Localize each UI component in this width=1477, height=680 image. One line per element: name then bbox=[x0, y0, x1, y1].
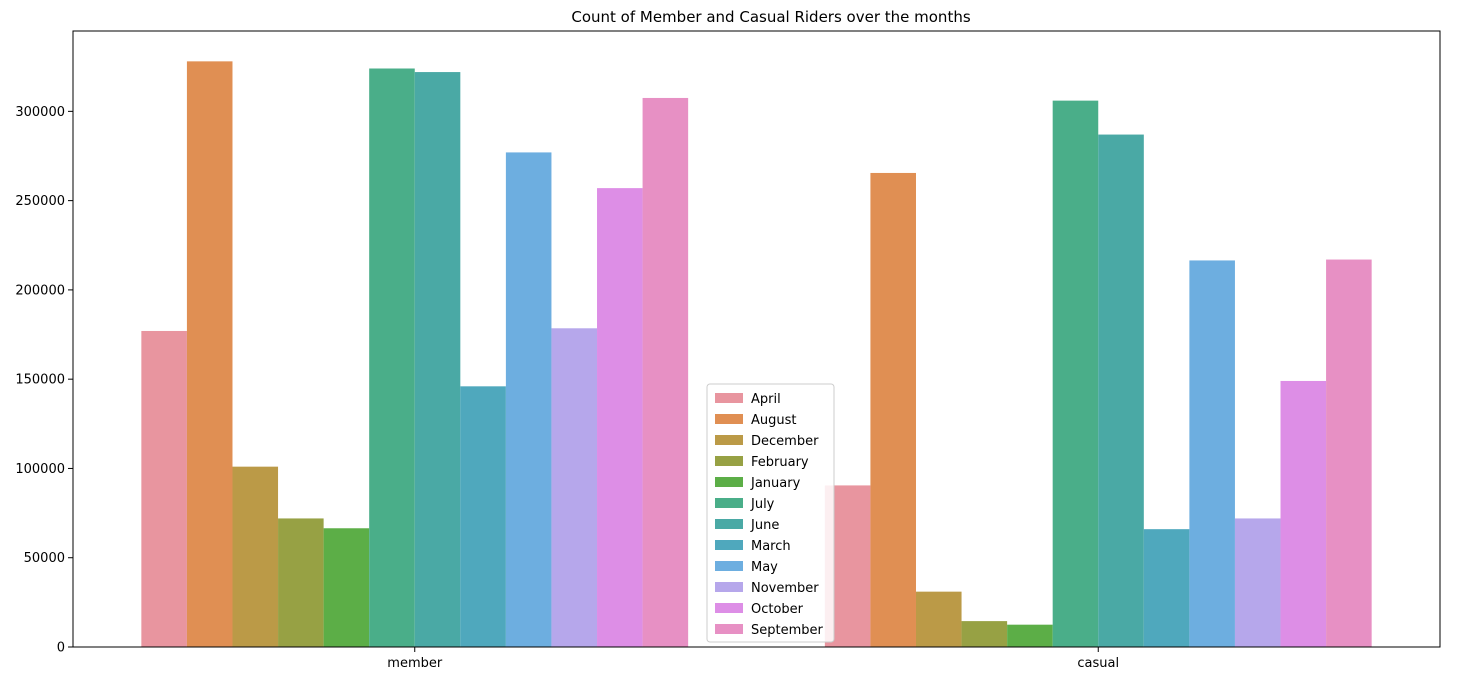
y-tick-label: 300000 bbox=[15, 105, 65, 120]
legend-label-december: December bbox=[751, 434, 819, 449]
y-tick-label: 250000 bbox=[15, 194, 65, 209]
legend-label-november: November bbox=[751, 581, 819, 596]
bar-august-casual bbox=[870, 172, 916, 647]
bar-december-member bbox=[232, 466, 279, 647]
legend-label-september: September bbox=[751, 623, 824, 638]
bar-september-casual bbox=[1326, 259, 1372, 647]
legend-swatch-october bbox=[715, 603, 743, 613]
bar-march-casual bbox=[1143, 529, 1190, 647]
bar-march-member bbox=[460, 386, 506, 647]
bar-october-casual bbox=[1280, 380, 1327, 647]
legend: April August December February January July Ju… bbox=[706, 383, 835, 643]
bar-january-member bbox=[323, 528, 370, 647]
bar-june-casual bbox=[1098, 134, 1144, 647]
bar-june-member bbox=[414, 72, 461, 647]
legend-swatch-august bbox=[715, 414, 743, 424]
bar-october-member bbox=[597, 188, 643, 647]
y-tick-label: 0 bbox=[57, 641, 65, 656]
bar-july-member bbox=[369, 68, 415, 647]
bar-august-member bbox=[186, 61, 233, 648]
legend-box bbox=[706, 383, 835, 643]
legend-label-august: August bbox=[751, 413, 797, 428]
bar-may-member bbox=[505, 152, 552, 647]
legend-swatch-january bbox=[715, 477, 743, 487]
y-tick-label: 200000 bbox=[15, 283, 65, 298]
bar-november-member bbox=[551, 328, 598, 647]
legend-label-october: October bbox=[751, 602, 804, 617]
legend-label-april: April bbox=[751, 392, 781, 407]
y-tick-label: 150000 bbox=[15, 373, 65, 388]
legend-label-may: May bbox=[751, 560, 778, 575]
legend-swatch-may bbox=[715, 561, 743, 571]
legend-label-july: July bbox=[750, 497, 775, 512]
x-tick-label: casual bbox=[1077, 656, 1119, 671]
bar-february-casual bbox=[961, 621, 1008, 647]
legend-swatch-december bbox=[715, 435, 743, 445]
legend-label-march: March bbox=[751, 539, 791, 554]
bar-january-casual bbox=[1007, 624, 1053, 647]
bar-july-casual bbox=[1052, 100, 1099, 647]
legend-label-june: June bbox=[750, 518, 779, 533]
y-tick-label: 50000 bbox=[24, 551, 65, 566]
y-tick-label: 100000 bbox=[15, 462, 65, 477]
plot-frame bbox=[72, 30, 1441, 648]
legend-label-january: January bbox=[750, 476, 801, 491]
x-tick-label: member bbox=[387, 656, 443, 671]
legend-swatch-april bbox=[715, 393, 743, 403]
legend-label-february: February bbox=[751, 455, 809, 470]
legend-swatch-june bbox=[715, 519, 743, 529]
bar-february-member bbox=[278, 518, 324, 647]
legend-swatch-february bbox=[715, 456, 743, 466]
legend-swatch-september bbox=[715, 624, 743, 634]
bar-april-member bbox=[141, 330, 187, 647]
legend-swatch-march bbox=[715, 540, 743, 550]
chart-title: Count of Member and Casual Riders over t… bbox=[571, 8, 970, 26]
bar-december-casual bbox=[915, 591, 962, 647]
bar-september-member bbox=[642, 97, 689, 647]
legend-swatch-november bbox=[715, 582, 743, 592]
legend-swatch-july bbox=[715, 498, 743, 508]
bar-november-casual bbox=[1234, 518, 1281, 647]
bar-may-casual bbox=[1189, 260, 1235, 647]
plot-area: 0 50000 100000 150000 200000 250000 300000 memb… bbox=[15, 30, 1441, 671]
